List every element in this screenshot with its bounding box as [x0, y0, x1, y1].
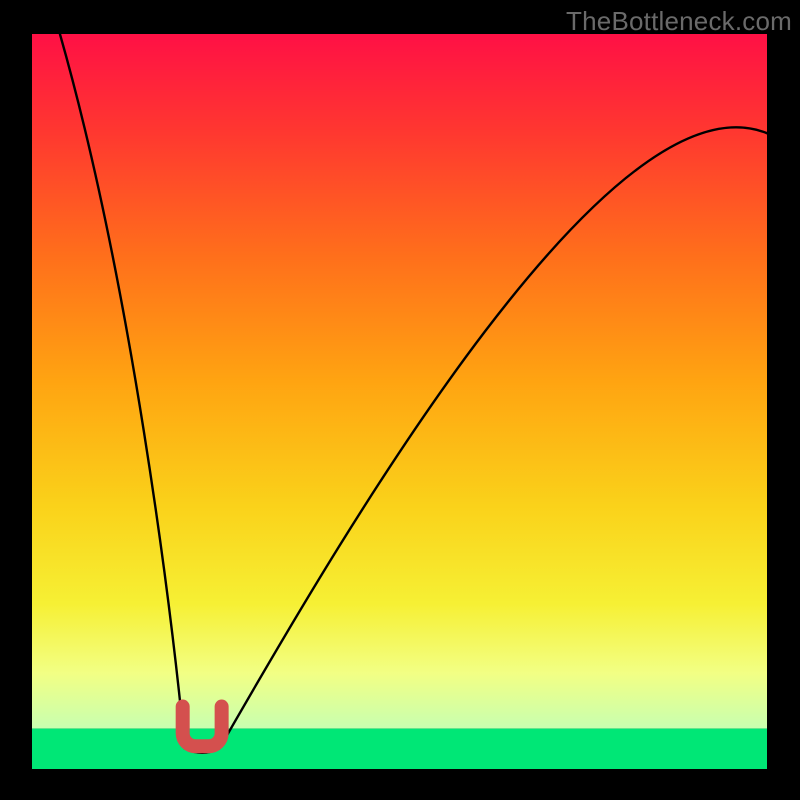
- chart-background-gradient: [32, 34, 767, 729]
- chart-background-bottom-band: [32, 729, 767, 769]
- watermark-text: TheBottleneck.com: [566, 6, 792, 37]
- chart-frame: TheBottleneck.com: [0, 0, 800, 800]
- chart-svg: [32, 34, 767, 769]
- plot-area: [32, 34, 767, 769]
